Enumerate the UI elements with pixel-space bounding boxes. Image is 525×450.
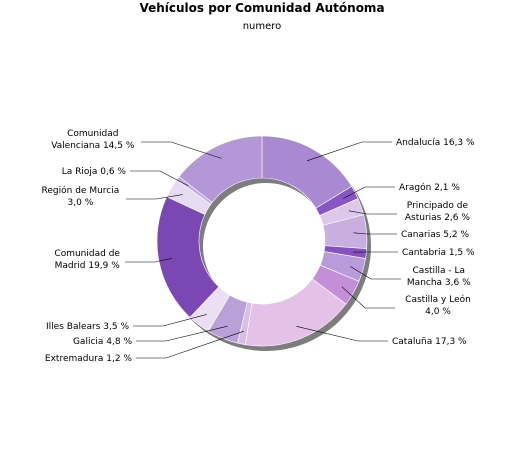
slice-label: Castilla - La Mancha 3,6 % [407,266,471,288]
leader-line [136,325,228,342]
slice-label: Cataluña 17,3 % [392,337,467,347]
slice-label: Illes Balears 3,5 % [46,322,129,332]
slice-label: Región de Murcia 3,0 % [42,185,120,208]
slice-label: Galicia 4,8 % [73,337,132,347]
leader-line [306,141,392,162]
chart-title: Vehículos por Comunidad Autónoma [139,1,384,15]
slice-label: Andalucía 16,3 % [396,138,475,148]
slice-label: Aragón 2,1 % [399,182,460,193]
pie-slice [178,135,263,203]
chart-subtitle: numero [243,21,282,32]
slice-labels: Andalucía 16,3 % Aragón 2,1 % Principado d… [42,129,475,364]
leader-line [125,258,172,263]
leader-line [296,326,388,342]
label-leader-lines [125,141,401,359]
slice-label: Comunidad de Madrid 19,9 % [54,249,120,271]
slice-label: Extremadura 1,2 % [45,354,133,364]
leader-line [136,330,244,359]
leader-line [141,141,222,159]
leader-line [341,286,395,309]
slice-label: Principado de Asturias 2,6 % [405,201,471,223]
leader-line [133,314,207,327]
leader-line [343,186,395,199]
slice-label: La Rioja 0,6 % [62,167,127,177]
slice-label: Castilla y León 4,0 % [405,294,471,317]
leader-line [130,170,189,187]
leader-line [126,194,183,200]
leader-line [350,266,401,280]
slice-label: Comunidad Valenciana 14,5 % [51,129,135,151]
leader-line [348,210,397,215]
slice-label: Canarias 5,2 % [401,230,469,240]
leader-line [353,232,397,235]
donut-slices [156,135,368,347]
slice-label: Cantabria 1,5 % [402,248,475,258]
